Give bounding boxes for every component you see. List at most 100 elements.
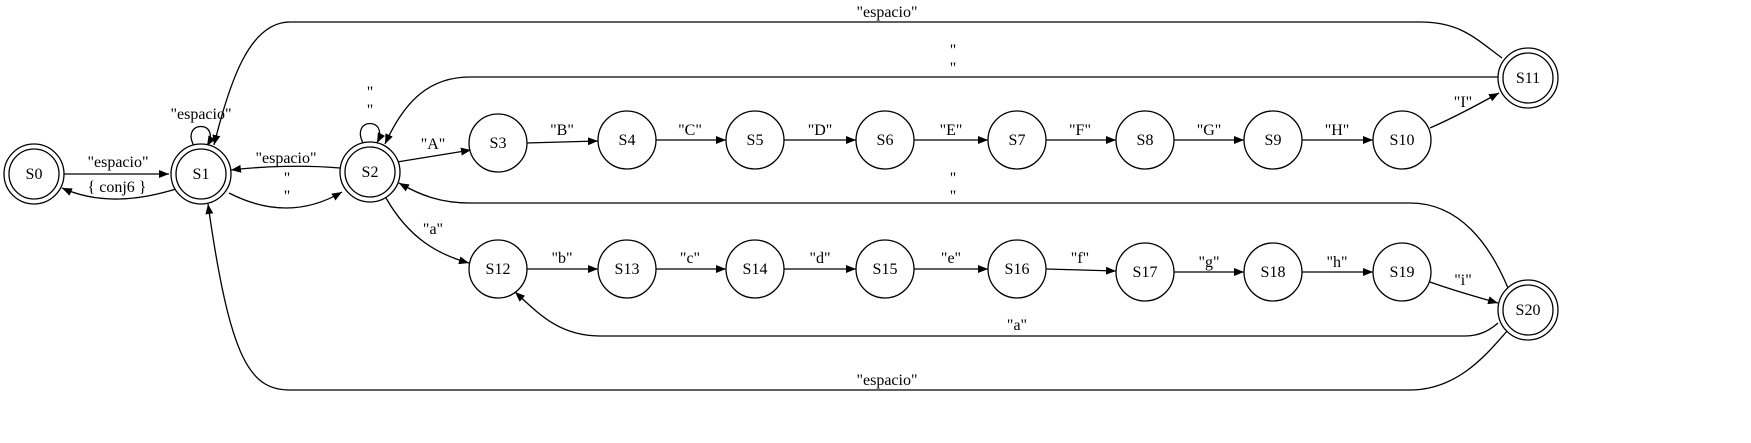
state-label: S4	[619, 132, 636, 149]
state-inner-ring	[344, 146, 396, 198]
state-node-s13: S13	[597, 239, 657, 299]
edge-label: "h"	[1326, 254, 1347, 271]
state-node-s18: S18	[1243, 242, 1303, 302]
state-circle	[597, 110, 657, 170]
state-inner-ring	[1502, 52, 1554, 104]
state-label: S3	[490, 135, 507, 152]
edge-label: "	[950, 170, 957, 187]
state-circle	[1372, 110, 1432, 170]
edge-label: "	[284, 188, 291, 205]
state-node-s2: S2	[339, 141, 401, 203]
edge-s20-s2: ""	[398, 170, 1509, 289]
edge-label: "F"	[1069, 122, 1091, 139]
state-label: S1	[193, 166, 210, 183]
state-circle	[725, 239, 785, 299]
edge-label: "a"	[1007, 317, 1027, 334]
edge-label: "f"	[1071, 250, 1089, 267]
edge-s12-s13: "b"	[526, 250, 598, 273]
state-node-s19: S19	[1372, 242, 1432, 302]
state-label: S13	[615, 261, 640, 278]
edge-s9-s10: "H"	[1302, 122, 1373, 144]
edge-s4-s5: "C"	[656, 122, 726, 144]
edge-label: "e"	[941, 250, 961, 267]
edge-label: "I"	[1454, 94, 1472, 111]
state-label: S15	[873, 261, 898, 278]
edge-label: "d"	[809, 250, 830, 267]
edge-s20-s1: "espacio"	[205, 203, 1509, 391]
edge-s11-s1: "espacio"	[212, 4, 1503, 146]
edge-s1-s1: "espacio"	[170, 106, 232, 147]
edge-arrow	[228, 191, 343, 209]
state-node-s6: S6	[855, 110, 915, 170]
state-label: S18	[1261, 264, 1286, 281]
edge-s13-s14: "c"	[656, 250, 726, 273]
edge-arrow	[205, 203, 1509, 391]
edge-s18-s19: "h"	[1302, 254, 1373, 276]
edge-label: "	[950, 60, 957, 77]
state-label: S12	[486, 261, 511, 278]
state-node-s10: S10	[1372, 110, 1432, 170]
edge-s8-s9: "G"	[1174, 122, 1244, 144]
edge-label: "A"	[421, 136, 446, 153]
edge-label: { conj6 }	[88, 179, 147, 196]
edge-s6-s7: "E"	[914, 122, 988, 144]
edge-s0-s1: "espacio"	[62, 154, 169, 178]
state-circle	[1115, 110, 1175, 170]
edge-s11-s2: ""	[384, 42, 1498, 145]
state-node-s1: S1	[170, 143, 232, 205]
state-node-s14: S14	[725, 239, 785, 299]
state-circle	[987, 110, 1047, 170]
edge-label: "g"	[1198, 254, 1219, 271]
edge-arrow	[398, 182, 1509, 289]
edges-layer: "espacio"{ conj6 }"espacio""""espacio"""…	[61, 4, 1509, 391]
edge-arrow	[1429, 281, 1499, 305]
edge-arrow	[384, 76, 1498, 145]
edge-label: "	[367, 84, 374, 101]
state-circle	[725, 110, 785, 170]
edge-s1-s0: { conj6 }	[61, 179, 177, 200]
state-circle	[855, 239, 915, 299]
edge-s19-s20: "i"	[1429, 272, 1499, 305]
state-label: S8	[1137, 132, 1154, 149]
edge-label: "a"	[423, 221, 443, 238]
edge-s2-s3: "A"	[396, 136, 472, 163]
edge-label: "E"	[940, 122, 963, 139]
state-circle	[1243, 242, 1303, 302]
edge-label: "c"	[680, 250, 700, 267]
edge-s2-s1: "espacio"	[230, 150, 341, 173]
edge-s2-s12: "a"	[385, 197, 470, 265]
edge-s3-s4: "B"	[525, 122, 599, 146]
edge-label: "B"	[550, 122, 574, 139]
edge-arrow	[190, 126, 216, 147]
state-label: S7	[1009, 132, 1026, 149]
edge-s1-s2: ""	[228, 170, 343, 209]
state-node-s17: S17	[1115, 242, 1175, 302]
state-node-s12: S12	[468, 239, 528, 299]
state-circle	[987, 239, 1047, 299]
state-label: S20	[1516, 302, 1541, 319]
edge-arrow	[61, 187, 177, 200]
state-inner-ring	[1502, 284, 1554, 336]
edge-s15-s16: "e"	[914, 250, 988, 273]
state-label: S5	[747, 132, 764, 149]
state-node-s20: S20	[1497, 279, 1559, 341]
state-label: S2	[362, 164, 379, 181]
edge-arrow	[525, 137, 599, 146]
state-node-s4: S4	[597, 110, 657, 170]
state-node-s11: S11	[1497, 47, 1559, 109]
edge-label: "i"	[1454, 272, 1472, 289]
state-label: S17	[1133, 264, 1158, 281]
edge-label: "	[950, 42, 957, 59]
state-circle	[855, 110, 915, 170]
edge-arrow	[396, 147, 472, 163]
state-node-s16: S16	[987, 239, 1047, 299]
edge-s2-s2: ""	[359, 84, 386, 144]
state-label: S10	[1390, 132, 1415, 149]
edge-arrow	[359, 122, 386, 144]
edge-s16-s17: "f"	[1045, 250, 1117, 275]
state-circle	[468, 239, 528, 299]
edge-arrow	[385, 197, 470, 265]
state-node-s9: S9	[1243, 110, 1303, 170]
state-node-s0: S0	[3, 143, 65, 205]
